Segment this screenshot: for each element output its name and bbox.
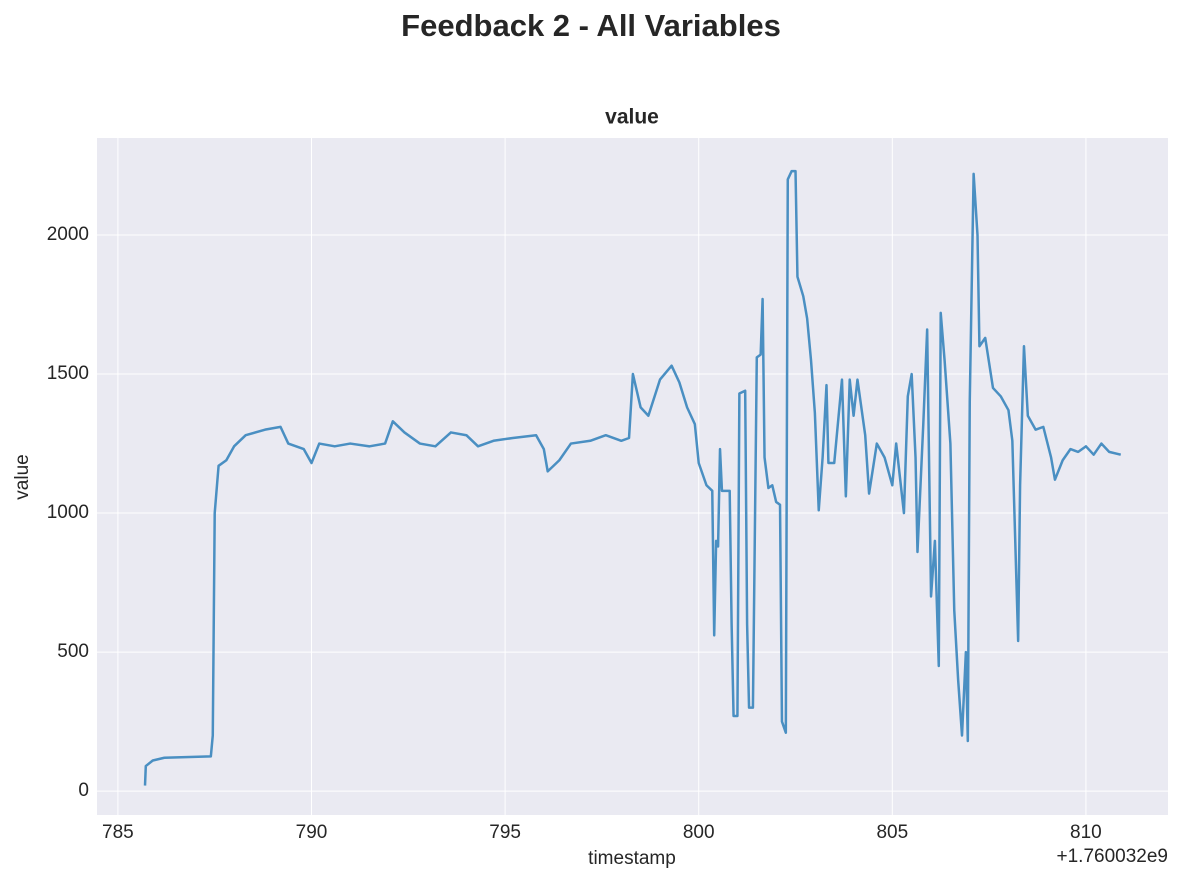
x-tick-label: 795 (489, 822, 521, 843)
plot-area (97, 138, 1168, 815)
x-offset-label: +1.760032e9 (1057, 846, 1168, 867)
x-axis-label: timestamp (588, 848, 676, 869)
y-tick-label: 0 (78, 780, 89, 801)
x-tick-label: 805 (876, 822, 908, 843)
y-tick-label: 1000 (47, 502, 89, 523)
x-tick-label: 810 (1070, 822, 1102, 843)
y-tick-label: 500 (57, 641, 89, 662)
y-axis-label: value (12, 454, 33, 499)
chart-title: value (605, 106, 659, 129)
suptitle: Feedback 2 - All Variables (401, 8, 781, 43)
x-tick-label: 800 (683, 822, 715, 843)
x-tick-label: 785 (102, 822, 134, 843)
data-line (143, 169, 1122, 786)
x-tick-label: 790 (296, 822, 328, 843)
y-tick-label: 1500 (47, 363, 89, 384)
y-tick-label: 2000 (47, 224, 89, 245)
